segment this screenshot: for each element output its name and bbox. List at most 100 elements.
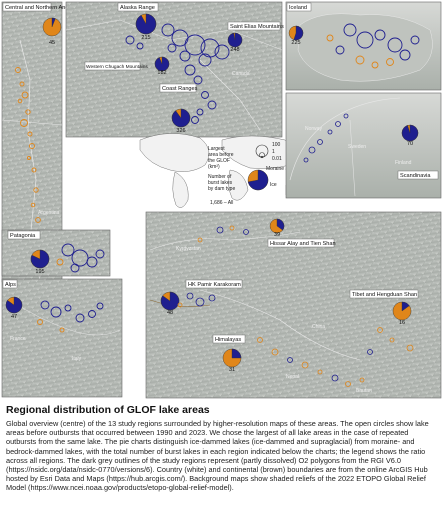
panel-patagonia: Patagonia 195	[1, 229, 111, 277]
count-alps: 47	[11, 314, 17, 320]
lake-circles	[303, 113, 349, 163]
pie-chart-scandinavia	[401, 124, 419, 142]
glof-figure: Central and Northern Andes 45 Argentina …	[1, 1, 442, 399]
legend-area-title: Largest area before the GLOF (km²)	[208, 146, 235, 170]
pie-2-ice-slice	[227, 32, 243, 48]
place-label-bhutan: Bhutan	[356, 388, 372, 394]
panel-label-box	[159, 83, 197, 93]
panel-title-hk-pamir: HK Pamir Karakoram	[188, 282, 241, 288]
panel-label-box	[227, 21, 281, 31]
pie-4-ice-slice	[171, 108, 191, 128]
pie-chart-hissar-alay	[269, 218, 285, 234]
panel-label-box	[84, 61, 141, 71]
caption-title: Regional distribution of GLOF lake areas	[6, 404, 210, 416]
pie-chart-alaska-range	[135, 13, 157, 35]
legend-count-title-line: burst lakes	[208, 180, 233, 186]
country-boundary	[199, 59, 261, 131]
pie-chart-alps	[5, 296, 23, 314]
legend-area-title-line: (km²)	[208, 164, 220, 170]
lake-circles	[125, 23, 230, 124]
country-boundary	[149, 231, 301, 251]
legend-area-1: 1	[272, 149, 275, 155]
count-tibet: 16	[399, 320, 405, 326]
pie-chart-tibet	[392, 301, 412, 321]
pie-chart-hk-pamir	[160, 291, 180, 311]
pie-12-ice-slice	[231, 348, 242, 359]
pie-3-ice-slice	[154, 56, 170, 72]
legend-count-title: Number of burst lakes by dam type	[208, 174, 235, 192]
continental-boundary	[149, 299, 211, 307]
count-hk-pamir: 48	[167, 310, 173, 316]
pie-5-ice-slice	[293, 25, 304, 41]
legend-pie-chart	[247, 169, 269, 191]
panel-title-tibet: Tibet and Hengduan Shan	[352, 292, 417, 298]
country-boundary	[65, 19, 283, 51]
pie-1-ice-slice	[135, 13, 157, 35]
panel-label-box	[397, 170, 439, 180]
panel-title-alaska-range: Alaska Range	[120, 5, 155, 11]
pie-chart-western-chugach	[154, 56, 170, 72]
place-label-sweden: Sweden	[348, 144, 366, 150]
pie-chart-coast-ranges	[171, 108, 191, 128]
legend-area-title-line: the GLOF	[208, 158, 230, 164]
legend-area-title-line: area before	[208, 152, 234, 158]
pie-chart-himalayas	[222, 348, 242, 368]
pie-0-ice-slice	[51, 17, 56, 28]
legend-dam-ice: Ice	[270, 182, 277, 188]
world-overview	[139, 133, 301, 208]
panel-scandinavia: Norway Sweden Finland Scandinavia 70	[285, 92, 442, 199]
panel-title-patagonia: Patagonia	[10, 233, 36, 239]
pie-chart-saint-elias	[227, 32, 243, 48]
place-label-kyrgyzstan: Kyrgyzstan	[176, 246, 201, 252]
legend-count-title-line: Number of	[208, 174, 232, 180]
country-boundary	[289, 97, 401, 181]
country-boundary	[349, 119, 356, 197]
place-label-nepal: Nepal	[286, 374, 299, 380]
pie-9-ice-slice	[276, 218, 285, 231]
count-hissar-alay: 39	[274, 232, 280, 238]
count-alaska-range: 215	[141, 35, 150, 41]
legend-area-001: 0.01	[272, 156, 282, 162]
panel-title-hissar-alay: Hissar Alay and Tien Shan	[270, 241, 336, 247]
lake-circles	[56, 243, 105, 273]
panel-title-saint-elias: Saint Elias Mountains	[230, 24, 284, 30]
place-label-canada: Canada	[232, 71, 250, 77]
panel-title-alps: Alps	[5, 282, 16, 288]
count-scandinavia: 70	[407, 141, 413, 147]
count-coast-ranges: 326	[176, 128, 185, 134]
caption-body: Global overview (centre) of the 13 study…	[6, 419, 429, 493]
lake-circles	[326, 23, 420, 69]
country-boundary	[1, 119, 63, 126]
legend-area-100: 100	[272, 142, 281, 148]
country-boundary	[199, 289, 361, 361]
panel-title-iceland: Iceland	[289, 5, 307, 11]
legend-circle-001	[260, 155, 264, 159]
pie-11-ice-slice	[401, 301, 410, 312]
pie-chart-iceland	[288, 25, 304, 41]
panel-label-box	[185, 279, 243, 289]
legend-count-title-line: by dam type	[208, 186, 235, 192]
pie-10-ice-slice	[160, 291, 180, 311]
panel-label-box	[117, 2, 159, 12]
panel-label-box	[212, 334, 246, 344]
legend-circle-100	[255, 144, 269, 158]
place-label-argentina: Argentina	[38, 210, 60, 216]
place-label-finland: Finland	[395, 160, 412, 166]
place-label-china: China	[312, 324, 325, 330]
count-patagonia: 195	[35, 269, 44, 275]
count-central-northern-andes: 45	[49, 40, 55, 46]
legend-pie-ice-slice	[247, 169, 269, 191]
place-label-france: France	[10, 336, 26, 342]
legend-area-title-line: Largest	[208, 146, 225, 152]
panel-label-box	[286, 2, 312, 12]
count-himalayas: 31	[229, 367, 235, 373]
pie-7-ice-slice	[30, 249, 50, 269]
count-western-chugach: 182	[157, 70, 166, 76]
legend-all-count: 1,686 – All	[210, 200, 233, 206]
country-boundary	[9, 299, 121, 336]
panel-label-box	[2, 2, 52, 12]
panel-high-mountain-asia: Kyrgyzstan China Nepal Bhutan Hissar Ala…	[145, 211, 442, 399]
place-label-norway: Norway	[305, 126, 322, 132]
panel-label-box	[267, 238, 335, 248]
panel-label-box	[2, 279, 18, 289]
